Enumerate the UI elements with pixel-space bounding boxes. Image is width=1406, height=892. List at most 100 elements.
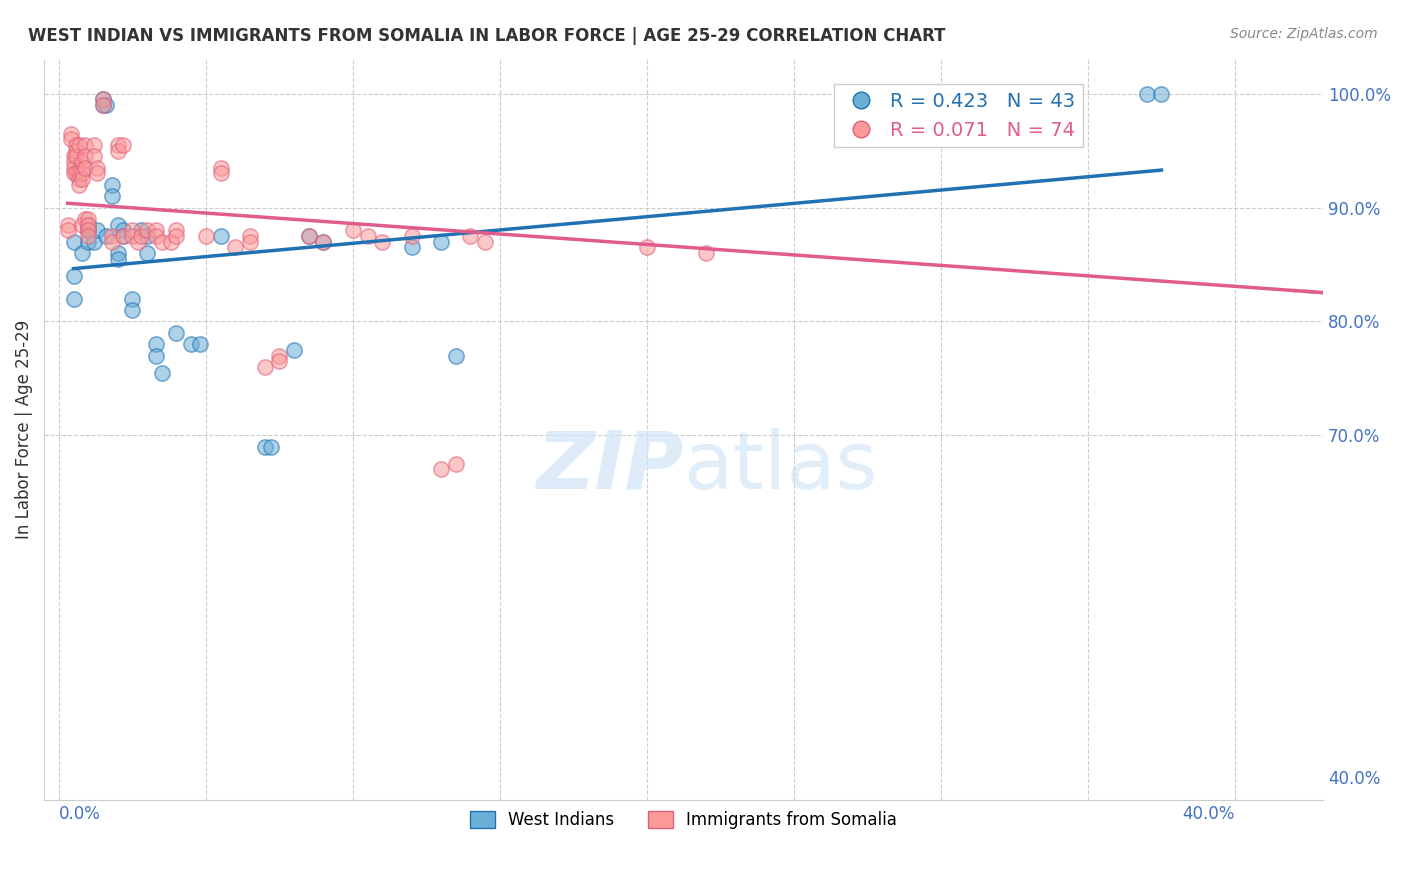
Point <box>94 229 117 244</box>
Point <box>253 359 276 374</box>
Point <box>145 337 167 351</box>
Point <box>67 178 90 192</box>
Point <box>695 246 717 260</box>
Point <box>121 229 143 244</box>
Point <box>444 457 467 471</box>
Point <box>239 235 262 249</box>
Point <box>444 349 467 363</box>
Point <box>67 166 90 180</box>
Point <box>636 240 658 254</box>
Text: Source: ZipAtlas.com: Source: ZipAtlas.com <box>1230 27 1378 41</box>
Point <box>65 166 87 180</box>
Point <box>121 223 143 237</box>
Point <box>401 240 423 254</box>
Point <box>100 189 122 203</box>
Point <box>107 138 129 153</box>
Point <box>77 218 100 232</box>
Point <box>209 161 232 175</box>
Point <box>145 223 167 237</box>
Point <box>127 235 149 249</box>
Point <box>145 349 167 363</box>
Point <box>460 229 482 244</box>
Point <box>86 223 108 237</box>
Point <box>312 235 335 249</box>
Point <box>165 223 187 237</box>
Point <box>77 223 100 237</box>
Point <box>112 138 135 153</box>
Point <box>100 235 122 249</box>
Point <box>107 252 129 266</box>
Point <box>150 235 173 249</box>
Point <box>112 229 135 244</box>
Point <box>129 223 152 237</box>
Point <box>100 178 122 192</box>
Point <box>75 149 97 163</box>
Point <box>224 240 246 254</box>
Point <box>77 211 100 226</box>
Point <box>121 303 143 318</box>
Point <box>67 138 90 153</box>
Point <box>1150 87 1173 101</box>
Point <box>121 292 143 306</box>
Point <box>62 235 84 249</box>
Text: 40.0%: 40.0% <box>1182 805 1234 823</box>
Point <box>145 229 167 244</box>
Point <box>401 229 423 244</box>
Point <box>136 223 159 237</box>
Point <box>59 127 82 141</box>
Point <box>67 172 90 186</box>
Point <box>65 144 87 158</box>
Point <box>65 138 87 153</box>
Point <box>209 166 232 180</box>
Point <box>356 229 378 244</box>
Point <box>188 337 211 351</box>
Point <box>259 440 281 454</box>
Point <box>62 268 84 283</box>
Point <box>75 138 97 153</box>
Point <box>72 218 94 232</box>
Point <box>430 235 453 249</box>
Point <box>298 229 321 244</box>
Point <box>165 326 187 340</box>
Point <box>77 223 100 237</box>
Point <box>194 229 217 244</box>
Point <box>62 161 84 175</box>
Point <box>312 235 335 249</box>
Point <box>136 229 159 244</box>
Point <box>129 229 152 244</box>
Point <box>430 462 453 476</box>
Point <box>107 218 129 232</box>
Point <box>56 223 79 237</box>
Point <box>180 337 202 351</box>
Point <box>72 155 94 169</box>
Point <box>56 218 79 232</box>
Point <box>100 229 122 244</box>
Point <box>269 349 291 363</box>
Point <box>1136 87 1159 101</box>
Y-axis label: In Labor Force | Age 25-29: In Labor Force | Age 25-29 <box>15 320 32 539</box>
Point <box>253 440 276 454</box>
Point <box>91 92 114 106</box>
Point <box>112 229 135 244</box>
Text: WEST INDIAN VS IMMIGRANTS FROM SOMALIA IN LABOR FORCE | AGE 25-29 CORRELATION CH: WEST INDIAN VS IMMIGRANTS FROM SOMALIA I… <box>28 27 946 45</box>
Point <box>65 149 87 163</box>
Point <box>62 166 84 180</box>
Point <box>62 155 84 169</box>
Point <box>94 98 117 112</box>
Point <box>159 235 181 249</box>
Point <box>72 172 94 186</box>
Point <box>298 229 321 244</box>
Point <box>59 132 82 146</box>
Point <box>83 138 105 153</box>
Point <box>150 366 173 380</box>
Point <box>371 235 394 249</box>
Point <box>62 149 84 163</box>
Point <box>83 149 105 163</box>
Point <box>136 246 159 260</box>
Point <box>75 161 97 175</box>
Point <box>239 229 262 244</box>
Point <box>91 92 114 106</box>
Point <box>107 144 129 158</box>
Point <box>209 229 232 244</box>
Point <box>77 235 100 249</box>
